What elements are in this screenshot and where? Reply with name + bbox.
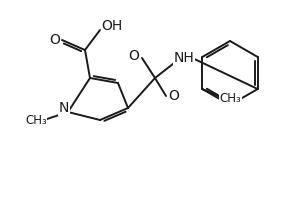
Text: NH: NH <box>174 51 194 65</box>
Text: N: N <box>59 101 69 115</box>
Text: O: O <box>169 89 179 103</box>
Text: OH: OH <box>101 19 123 33</box>
Text: O: O <box>129 49 139 63</box>
Text: O: O <box>50 33 61 47</box>
Text: CH₃: CH₃ <box>219 93 241 105</box>
Text: CH₃: CH₃ <box>25 114 47 126</box>
